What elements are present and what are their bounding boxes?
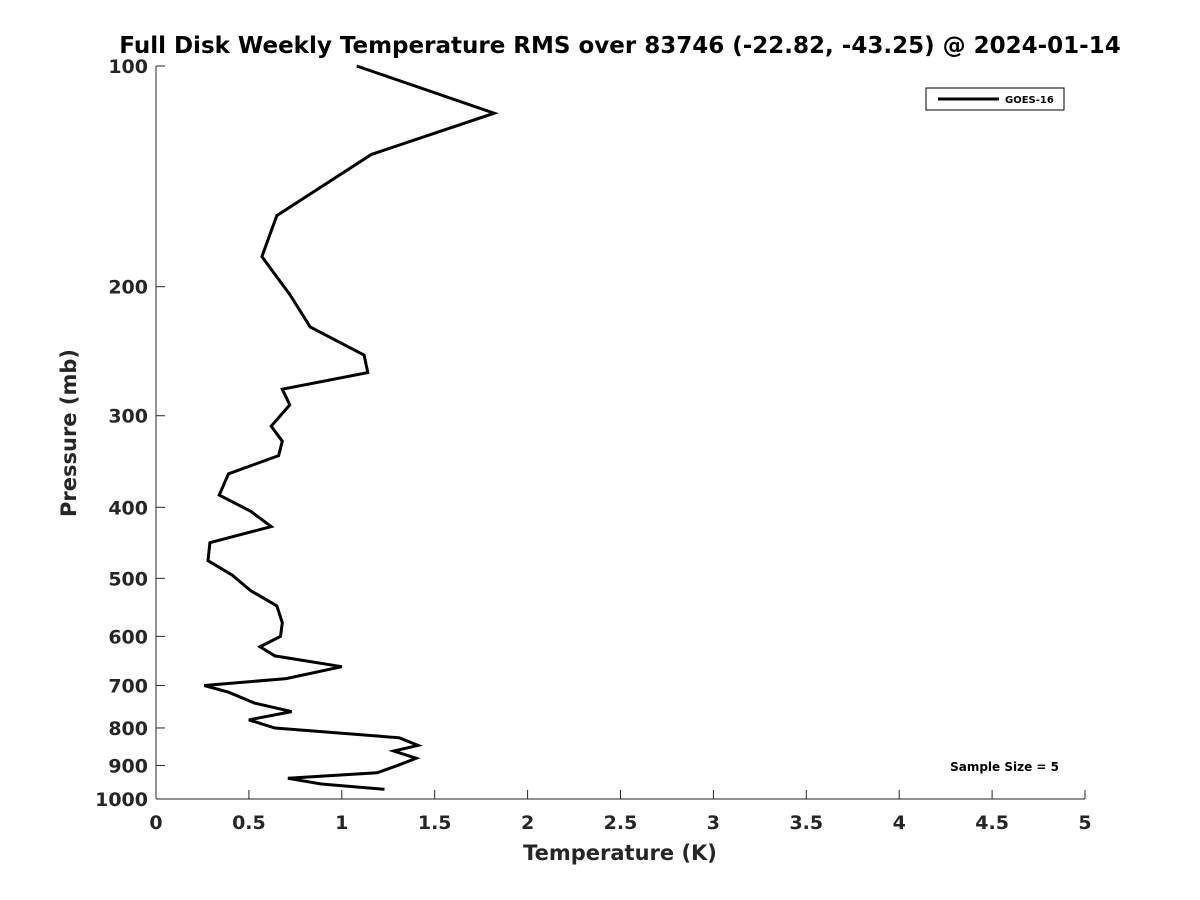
plot-axes: [155, 66, 1085, 800]
x-axis-ticks: 0 0.5 1 1.5 2 2.5 3 3.5 4 4.5 5: [149, 790, 1092, 834]
y-axis-ticks: 100 200 300 400 500 600 700 800 900 1000: [95, 56, 165, 811]
x-tick-label: 2.5: [604, 812, 638, 834]
x-tick-label: 3: [707, 812, 720, 834]
y-axis-label: Pressure (mb): [57, 349, 81, 517]
y-tick-label: 100: [108, 56, 148, 78]
legend: GOES-16: [925, 87, 1065, 111]
x-tick-label: 0: [149, 812, 162, 834]
x-tick-label: 3.5: [789, 812, 823, 834]
x-tick-label: 1.5: [418, 812, 452, 834]
y-tick-label: 500: [108, 568, 148, 590]
x-tick-label: 0.5: [232, 812, 266, 834]
y-tick-label: 800: [108, 718, 148, 740]
x-tick-label: 4: [893, 812, 906, 834]
y-tick-label: 400: [108, 497, 148, 519]
y-tick-label: 900: [108, 755, 148, 777]
x-tick-label: 2: [521, 812, 534, 834]
x-tick-label: 5: [1078, 812, 1091, 834]
x-axis-label: Temperature (K): [523, 841, 717, 865]
x-tick-label: 4.5: [975, 812, 1009, 834]
chart-title: Full Disk Weekly Temperature RMS over 83…: [119, 33, 1121, 59]
y-tick-label: 300: [108, 406, 148, 428]
y-tick-label: 200: [108, 277, 148, 299]
y-tick-label: 600: [108, 626, 148, 648]
y-tick-label: 1000: [95, 789, 148, 811]
sample-size-annotation: Sample Size = 5: [950, 760, 1059, 774]
x-tick-label: 1: [335, 812, 348, 834]
series-line-goes-16: [203, 64, 499, 791]
legend-label-goes-16: GOES-16: [1005, 95, 1054, 106]
y-tick-label: 700: [108, 675, 148, 697]
